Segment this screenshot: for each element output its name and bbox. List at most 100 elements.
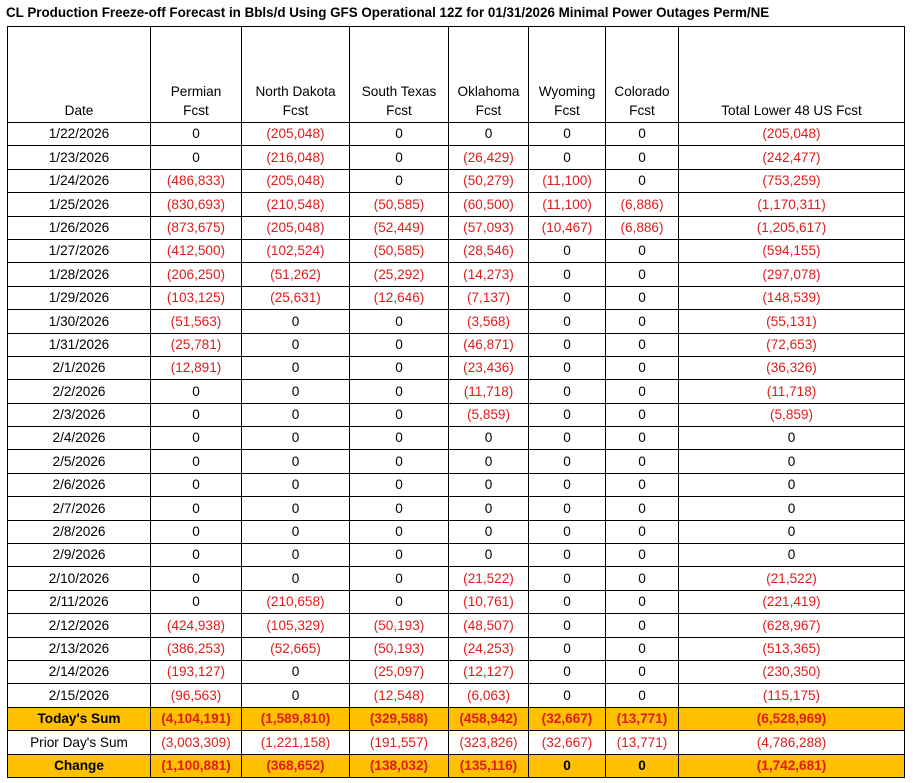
cell-colorado[interactable]: 0	[605, 332, 679, 357]
cell-wyoming[interactable]: (10,467)	[528, 215, 606, 240]
cell-wyoming[interactable]: 0	[528, 355, 606, 381]
cell-south-texas[interactable]: (50,193)	[349, 613, 449, 638]
summary-cell-south-texas[interactable]: (191,557)	[349, 730, 449, 755]
cell-oklahoma[interactable]: (21,522)	[448, 566, 529, 591]
cell-south-texas[interactable]: 0	[349, 449, 449, 474]
summary-cell-date[interactable]: Change	[7, 753, 151, 778]
cell-permian[interactable]: (412,500)	[150, 238, 242, 264]
header-north-dakota[interactable]: North Dakota Fcst	[241, 26, 350, 123]
cell-date[interactable]: 2/4/2026	[7, 426, 151, 451]
cell-oklahoma[interactable]: (50,279)	[448, 168, 529, 194]
cell-total[interactable]: (21,522)	[678, 566, 905, 591]
cell-south-texas[interactable]: 0	[349, 145, 449, 170]
cell-date[interactable]: 1/25/2026	[7, 192, 151, 217]
cell-colorado[interactable]: 0	[605, 355, 679, 381]
cell-oklahoma[interactable]: 0	[448, 426, 529, 451]
summary-cell-wyoming[interactable]: 0	[528, 753, 606, 778]
cell-permian[interactable]: 0	[150, 472, 242, 498]
cell-south-texas[interactable]: 0	[349, 309, 449, 334]
cell-south-texas[interactable]: (50,193)	[349, 636, 449, 661]
cell-oklahoma[interactable]: (11,718)	[448, 379, 529, 404]
cell-permian[interactable]: 0	[150, 402, 242, 428]
cell-date[interactable]: 2/6/2026	[7, 472, 151, 498]
cell-wyoming[interactable]: 0	[528, 121, 606, 147]
cell-total[interactable]: (5,859)	[678, 402, 905, 428]
cell-total[interactable]: (242,477)	[678, 145, 905, 170]
cell-north-dakota[interactable]: 0	[241, 426, 350, 451]
summary-cell-permian[interactable]: (3,003,309)	[150, 730, 242, 755]
cell-permian[interactable]: 0	[150, 543, 242, 568]
cell-north-dakota[interactable]: (216,048)	[241, 145, 350, 170]
cell-north-dakota[interactable]: 0	[241, 496, 350, 521]
cell-permian[interactable]: (486,833)	[150, 168, 242, 194]
cell-wyoming[interactable]: 0	[528, 238, 606, 264]
cell-total[interactable]: (221,419)	[678, 589, 905, 615]
cell-total[interactable]: (36,326)	[678, 355, 905, 381]
cell-colorado[interactable]: 0	[605, 519, 679, 545]
cell-north-dakota[interactable]: 0	[241, 402, 350, 428]
cell-wyoming[interactable]: 0	[528, 332, 606, 357]
cell-north-dakota[interactable]: (210,548)	[241, 192, 350, 217]
cell-south-texas[interactable]: 0	[349, 355, 449, 381]
cell-oklahoma[interactable]: 0	[448, 449, 529, 474]
cell-wyoming[interactable]: 0	[528, 496, 606, 521]
cell-south-texas[interactable]: (52,449)	[349, 215, 449, 240]
header-wyoming[interactable]: Wyoming Fcst	[528, 26, 606, 123]
cell-colorado[interactable]: 0	[605, 472, 679, 498]
cell-colorado[interactable]: 0	[605, 426, 679, 451]
cell-colorado[interactable]: 0	[605, 683, 679, 708]
cell-north-dakota[interactable]: 0	[241, 683, 350, 708]
cell-oklahoma[interactable]: (6,063)	[448, 683, 529, 708]
cell-date[interactable]: 1/29/2026	[7, 285, 151, 311]
cell-colorado[interactable]: 0	[605, 121, 679, 147]
cell-north-dakota[interactable]: (205,048)	[241, 121, 350, 147]
summary-cell-total[interactable]: (4,786,288)	[678, 730, 905, 755]
cell-total[interactable]: (230,350)	[678, 659, 905, 685]
cell-oklahoma[interactable]: (10,761)	[448, 589, 529, 615]
cell-date[interactable]: 1/22/2026	[7, 121, 151, 147]
cell-oklahoma[interactable]: (57,093)	[448, 215, 529, 240]
cell-colorado[interactable]: 0	[605, 379, 679, 404]
cell-total[interactable]: 0	[678, 496, 905, 521]
cell-date[interactable]: 1/24/2026	[7, 168, 151, 194]
cell-north-dakota[interactable]: (105,329)	[241, 613, 350, 638]
cell-south-texas[interactable]: 0	[349, 402, 449, 428]
cell-north-dakota[interactable]: (205,048)	[241, 215, 350, 240]
cell-total[interactable]: 0	[678, 426, 905, 451]
cell-south-texas[interactable]: 0	[349, 332, 449, 357]
cell-colorado[interactable]: 0	[605, 589, 679, 615]
cell-total[interactable]: (1,170,311)	[678, 192, 905, 217]
cell-permian[interactable]: (96,563)	[150, 683, 242, 708]
cell-colorado[interactable]: 0	[605, 543, 679, 568]
cell-date[interactable]: 2/15/2026	[7, 683, 151, 708]
cell-total[interactable]: (297,078)	[678, 262, 905, 287]
cell-colorado[interactable]: 0	[605, 262, 679, 287]
cell-date[interactable]: 2/10/2026	[7, 566, 151, 591]
cell-permian[interactable]: (873,675)	[150, 215, 242, 240]
cell-oklahoma[interactable]: (7,137)	[448, 285, 529, 311]
header-total[interactable]: Total Lower 48 US Fcst	[678, 26, 905, 123]
cell-total[interactable]: (72,653)	[678, 332, 905, 357]
cell-south-texas[interactable]: 0	[349, 566, 449, 591]
summary-cell-wyoming[interactable]: (32,667)	[528, 730, 606, 755]
cell-south-texas[interactable]: 0	[349, 589, 449, 615]
cell-wyoming[interactable]: 0	[528, 472, 606, 498]
cell-permian[interactable]: (25,781)	[150, 332, 242, 357]
cell-wyoming[interactable]: 0	[528, 519, 606, 545]
cell-colorado[interactable]: 0	[605, 659, 679, 685]
cell-wyoming[interactable]: (11,100)	[528, 192, 606, 217]
cell-oklahoma[interactable]: 0	[448, 519, 529, 545]
cell-oklahoma[interactable]: (14,273)	[448, 262, 529, 287]
cell-north-dakota[interactable]: 0	[241, 566, 350, 591]
cell-total[interactable]: (513,365)	[678, 636, 905, 661]
cell-wyoming[interactable]: 0	[528, 659, 606, 685]
cell-oklahoma[interactable]: 0	[448, 472, 529, 498]
summary-cell-north-dakota[interactable]: (1,589,810)	[241, 706, 350, 732]
summary-cell-oklahoma[interactable]: (135,116)	[448, 753, 529, 778]
cell-colorado[interactable]: 0	[605, 145, 679, 170]
cell-wyoming[interactable]: 0	[528, 262, 606, 287]
cell-oklahoma[interactable]: (24,253)	[448, 636, 529, 661]
header-oklahoma[interactable]: Oklahoma Fcst	[448, 26, 529, 123]
cell-south-texas[interactable]: 0	[349, 496, 449, 521]
cell-wyoming[interactable]: 0	[528, 636, 606, 661]
